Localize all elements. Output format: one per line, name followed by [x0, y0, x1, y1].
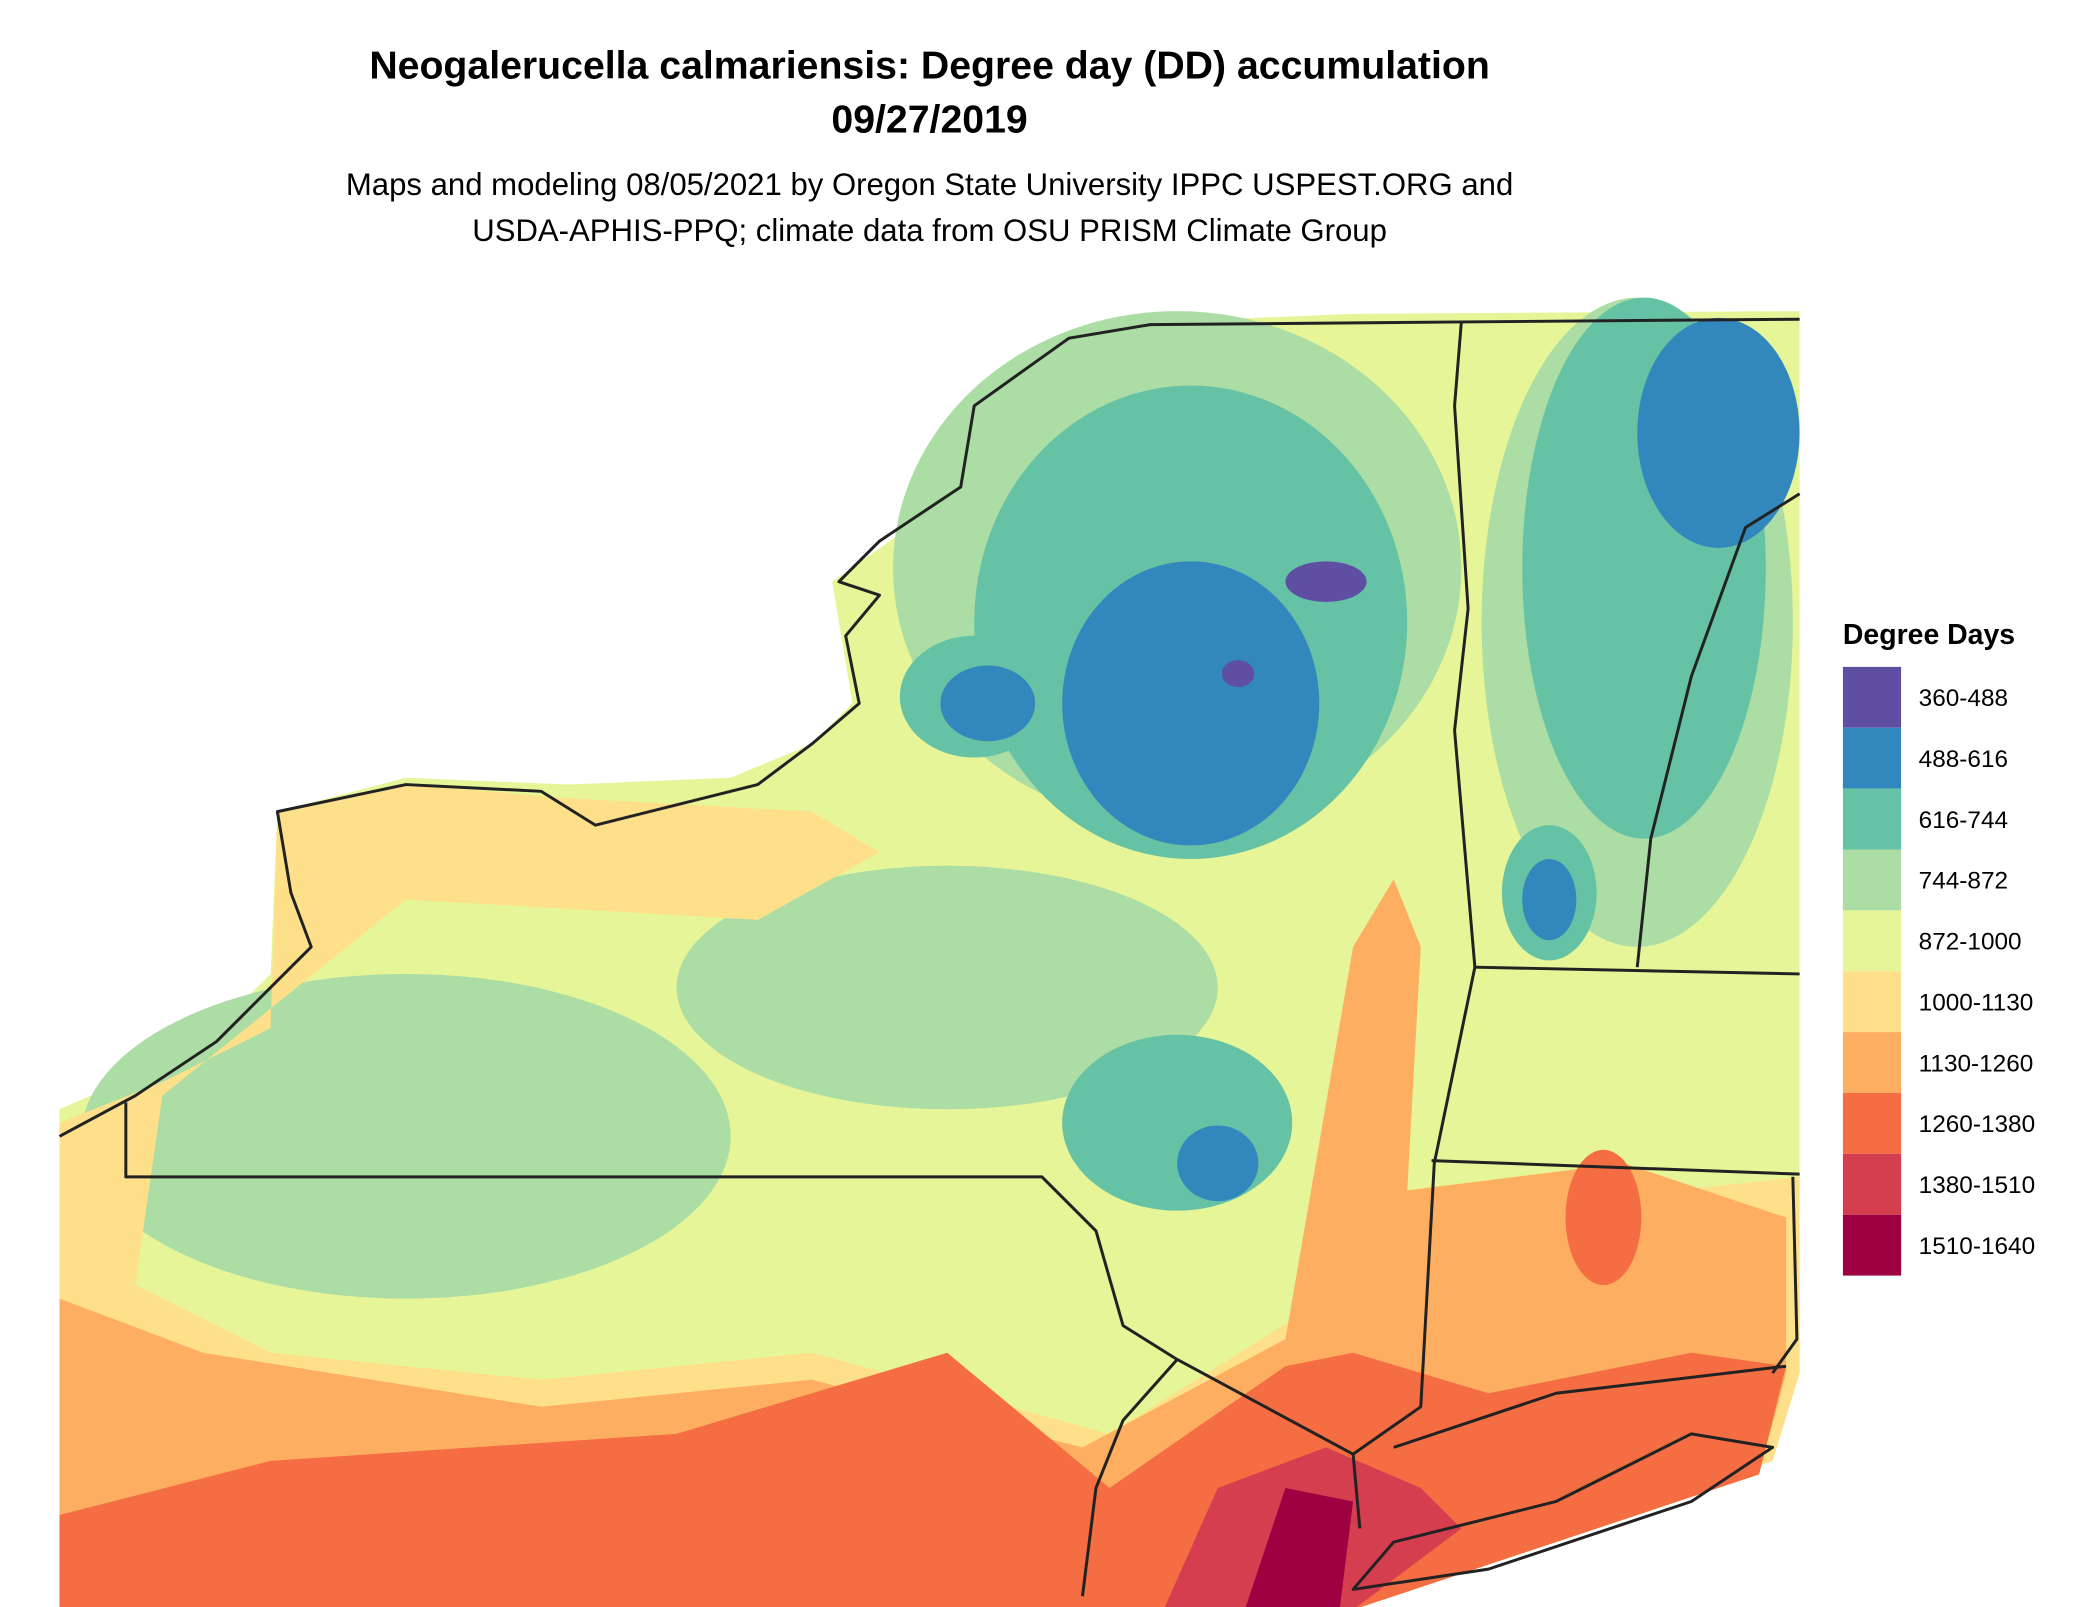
legend-swatch	[1842, 1214, 1902, 1276]
zone	[1522, 858, 1577, 941]
zone	[1062, 561, 1320, 846]
zone	[1637, 317, 1800, 548]
title-line: Neogalerucella calmariensis: Degree day …	[369, 43, 1489, 87]
legend-label: 872-1000	[1919, 929, 2022, 956]
legend-title: Degree Days	[1843, 619, 2015, 651]
state-border	[1352, 321, 1477, 1456]
legend-label: 1260-1380	[1919, 1111, 2035, 1138]
state-border	[1393, 1364, 1787, 1449]
legend-swatch	[1842, 788, 1902, 850]
legend-label: 1380-1510	[1919, 1172, 2035, 1199]
zone	[1285, 561, 1367, 602]
state-border	[58, 317, 1800, 1138]
state-border	[1635, 492, 1801, 968]
zone	[1062, 1034, 1293, 1211]
legend-swatch	[1842, 910, 1902, 972]
state-border	[1474, 965, 1800, 976]
legend-label: 1000-1130	[1919, 989, 2034, 1016]
legend-swatch	[1842, 727, 1902, 789]
map-area	[58, 297, 1801, 1607]
legend-label: 744-872	[1919, 868, 2008, 895]
subtitle-line: Maps and modeling 08/05/2021 by Oregon S…	[346, 167, 1513, 202]
title-line: 09/27/2019	[831, 98, 1027, 142]
state-border	[1351, 1432, 1775, 1591]
state-border	[1771, 1176, 1799, 1374]
legend-swatch	[1842, 666, 1902, 728]
state-border	[124, 1102, 1362, 1529]
state-border	[1431, 1159, 1800, 1176]
zone	[1565, 1149, 1642, 1286]
legend-swatch	[1842, 849, 1902, 911]
legend-label: 360-488	[1919, 685, 2008, 712]
legend-label: 488-616	[1919, 746, 2008, 773]
legend-label: 1130-1260	[1919, 1050, 2034, 1077]
legend-swatch	[1842, 1032, 1902, 1093]
subtitle-line: USDA-APHIS-PPQ; climate data from OSU PR…	[472, 213, 1387, 248]
zone	[940, 665, 1036, 742]
legend-swatch	[1842, 1092, 1902, 1154]
zone	[676, 865, 1218, 1110]
zone	[81, 973, 731, 1299]
legend-swatch	[1842, 1153, 1902, 1215]
legend-swatch	[1842, 971, 1902, 1033]
state-border	[1080, 1358, 1179, 1597]
legend: Degree Days 360-488 488-616 616-744 744-872…	[1842, 619, 2035, 1276]
legend-label: 616-744	[1919, 807, 2008, 834]
zone	[1221, 660, 1255, 688]
zone	[1177, 1125, 1259, 1202]
legend-label: 1510-1640	[1919, 1233, 2035, 1260]
zone	[1245, 1487, 1354, 1607]
